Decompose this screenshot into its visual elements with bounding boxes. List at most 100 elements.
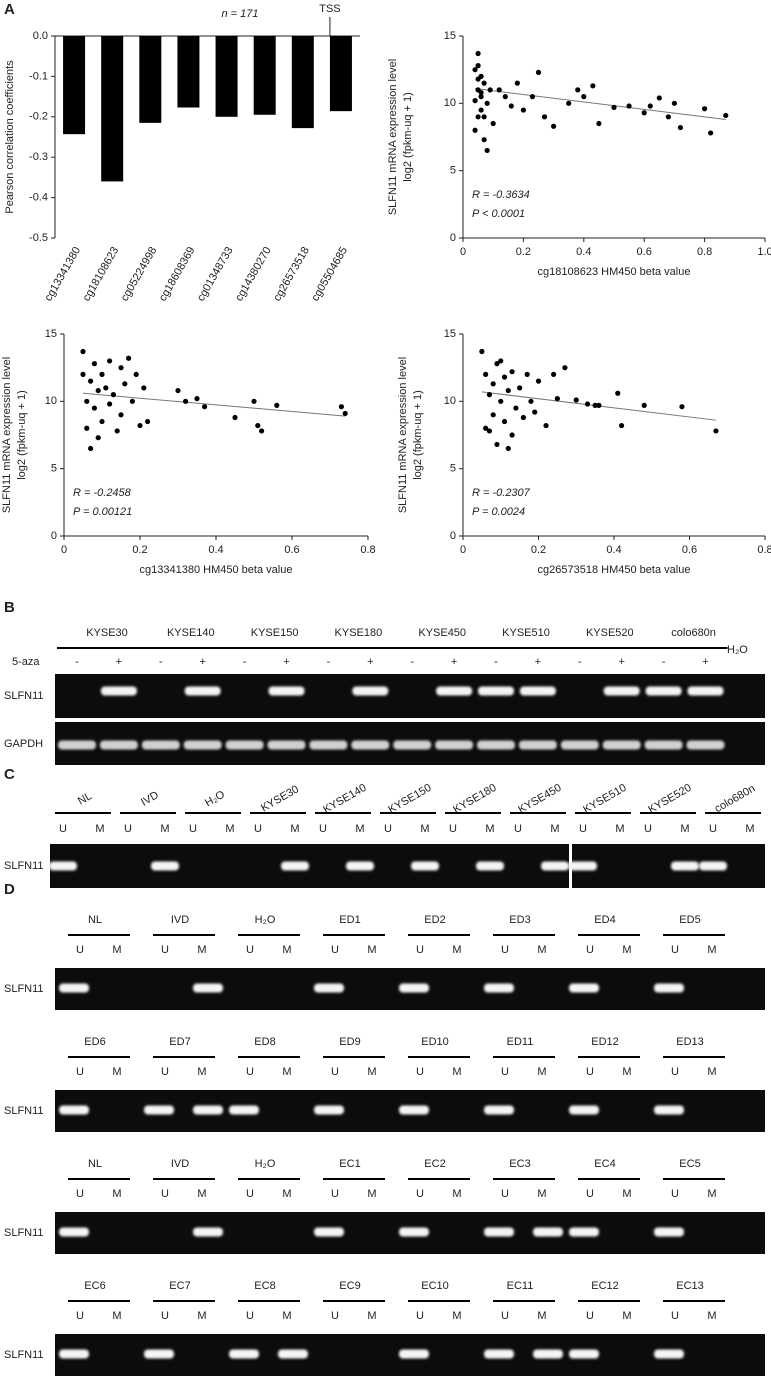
row-label: SLFN11 <box>4 1105 44 1117</box>
point <box>88 378 94 384</box>
lane-label: M <box>197 1310 206 1322</box>
sample-label: IVD <box>171 914 189 926</box>
point <box>118 365 124 371</box>
point <box>551 123 557 129</box>
point <box>529 94 536 100</box>
x-tick-label: 0.8 <box>697 246 712 258</box>
lane-label: M <box>290 823 299 835</box>
sign-label: - <box>494 656 498 668</box>
point <box>133 371 139 377</box>
sample-label: H₂O <box>203 788 227 809</box>
y-tick-label: 5 <box>51 463 57 475</box>
point <box>596 120 602 127</box>
band <box>49 861 77 871</box>
band <box>193 1105 223 1115</box>
lane-label: U <box>331 1310 339 1322</box>
lane-label: M <box>355 823 364 835</box>
point <box>84 425 90 431</box>
band <box>484 1105 514 1115</box>
point <box>99 418 105 425</box>
lane-label: M <box>707 1188 716 1200</box>
sign-label: + <box>199 656 205 668</box>
point <box>251 398 257 404</box>
sign-label: - <box>75 656 79 668</box>
point <box>232 414 238 421</box>
row-label: SLFN11 <box>4 690 44 702</box>
sample-label: H₂O <box>255 1158 276 1170</box>
y-tick-label: 0 <box>51 530 57 542</box>
y-tick-label: -0.2 <box>29 111 48 123</box>
sample-label: NL <box>88 914 102 926</box>
point <box>615 390 621 396</box>
point <box>517 385 523 391</box>
point <box>541 114 548 120</box>
point <box>520 107 527 113</box>
point <box>183 398 189 404</box>
lane-label: M <box>537 944 546 956</box>
lane-label: U <box>124 823 132 835</box>
sample-label: ED7 <box>169 1036 190 1048</box>
lane-label: M <box>622 1066 631 1078</box>
band <box>654 1349 684 1359</box>
x-axis-label: cg26573518 HM450 beta value <box>538 564 691 576</box>
lane-label: U <box>254 823 262 835</box>
lane-label: U <box>586 1310 594 1322</box>
point <box>91 405 97 411</box>
sign-label: + <box>618 656 624 668</box>
lane-label: M <box>537 1066 546 1078</box>
band <box>229 1105 259 1115</box>
y-tick-label: 15 <box>444 30 456 42</box>
band <box>144 1349 174 1359</box>
sample-label: colo680n <box>671 627 716 639</box>
lane-label: U <box>331 944 339 956</box>
lane-label: U <box>671 1310 679 1322</box>
point <box>641 402 647 408</box>
sample-label: EC3 <box>509 1158 530 1170</box>
band <box>484 1349 514 1359</box>
sample-label: EC11 <box>507 1280 534 1292</box>
point <box>255 422 261 429</box>
point <box>626 103 632 109</box>
band <box>671 861 699 871</box>
point <box>259 428 265 434</box>
band <box>59 1349 89 1359</box>
x-tick-label: cg05224998 <box>119 245 160 303</box>
x-tick-label: cg26573518 <box>271 245 312 303</box>
x-tick-label: 0.6 <box>637 246 652 258</box>
point <box>535 69 542 75</box>
band <box>686 740 725 750</box>
y-axis-label: SLFN11 mRNA expression level <box>1 357 13 513</box>
band <box>100 686 137 696</box>
row-label: SLFN11 <box>4 983 44 995</box>
trend-line <box>475 88 726 120</box>
point <box>472 127 478 133</box>
lane-label: M <box>452 944 461 956</box>
band <box>411 861 439 871</box>
lane-label: M <box>197 1066 206 1078</box>
lane-label: M <box>367 944 376 956</box>
bar <box>177 36 200 108</box>
sample-label: NL <box>88 1158 102 1170</box>
lane-label: M <box>485 823 494 835</box>
sign-label: + <box>116 656 122 668</box>
band <box>184 686 221 696</box>
point <box>110 392 116 398</box>
y-tick-label: 5 <box>450 165 456 177</box>
sample-label: KYSE150 <box>386 782 433 816</box>
lane-label: U <box>671 1066 679 1078</box>
point <box>481 137 487 143</box>
sample-label: KYSE30 <box>259 783 301 814</box>
point <box>508 103 514 109</box>
point <box>520 414 527 421</box>
point <box>671 100 678 106</box>
lane-label: M <box>452 1310 461 1322</box>
lane-label: U <box>319 823 327 835</box>
point <box>505 445 511 452</box>
y-tick-label: 0 <box>450 232 456 244</box>
band <box>484 983 514 993</box>
x-tick-label: 0.2 <box>516 246 531 258</box>
panel-label: D <box>4 881 15 898</box>
sample-label: NL <box>76 790 94 807</box>
point <box>501 374 508 380</box>
point <box>496 87 502 93</box>
